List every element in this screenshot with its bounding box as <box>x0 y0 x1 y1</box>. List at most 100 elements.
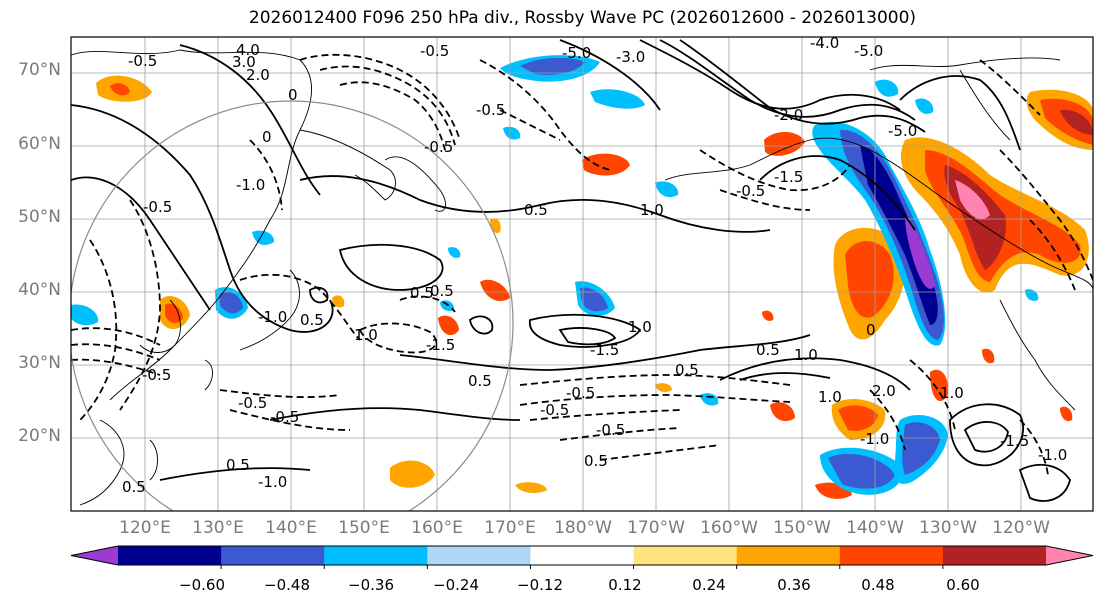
colorbar-box <box>221 546 325 565</box>
contour-label: -4.0 <box>810 34 839 52</box>
contour-label: 0.5 <box>756 341 780 359</box>
coastlines <box>71 49 1093 506</box>
shade-neg <box>71 304 99 326</box>
colorbar-tick: −0.36 <box>348 576 394 594</box>
colorbar-box <box>942 546 1047 565</box>
contour-label: 0.5 <box>410 284 434 302</box>
colorbar-tick: 0.36 <box>777 576 811 594</box>
contour-label: -3.0 <box>616 48 645 66</box>
shade-neg <box>590 89 645 109</box>
shade-neg <box>520 57 585 75</box>
lat-label: 30°N <box>18 353 61 373</box>
contour-label: -0.5 <box>566 384 595 402</box>
shade-pos <box>845 241 894 318</box>
colorbar-extend-min <box>71 546 118 565</box>
lon-label: 130°W <box>919 518 977 538</box>
shade-pos <box>770 402 795 422</box>
contour-label: -0.5 <box>270 408 299 426</box>
lon-label: 150°W <box>773 518 831 538</box>
lon-label: 130°E <box>192 518 244 538</box>
shade-neg <box>448 247 461 258</box>
colorbar-tick: −0.48 <box>264 576 310 594</box>
shade-neg <box>905 215 935 289</box>
contour-label: 0.5 <box>675 361 699 379</box>
shade-pos <box>165 303 183 324</box>
colorbar <box>70 545 1094 569</box>
lat-label: 40°N <box>18 280 61 300</box>
shade-pos <box>655 383 672 393</box>
shade-pos <box>762 310 774 321</box>
contour-label: 3.0 <box>232 53 256 71</box>
contour-label: 1.0 <box>818 388 842 406</box>
lon-label: 170°E <box>484 518 536 538</box>
lon-label: 140°W <box>846 518 904 538</box>
colorbar-tick: 0.12 <box>608 576 642 594</box>
colorbar-box <box>839 546 944 565</box>
lon-label: 120°W <box>992 518 1050 538</box>
contour-label: -0.5 <box>143 198 172 216</box>
contour-label: -0.5 <box>420 42 449 60</box>
contour-label: -1.0 <box>236 176 265 194</box>
contour-label: 4.0 <box>236 41 260 59</box>
lon-label: 150°E <box>338 518 390 538</box>
shade-neg <box>655 181 679 198</box>
colorbar-box <box>633 546 738 565</box>
divergence-contours <box>71 39 1071 502</box>
contour-label: -5.0 <box>562 44 591 62</box>
lat-label: 70°N <box>18 60 61 80</box>
shade-pos <box>1060 109 1093 135</box>
contour-label: -1.0 <box>1038 446 1067 464</box>
shade-neg <box>875 79 899 97</box>
contour-label: 0.5 <box>300 311 324 329</box>
contour-label: 2.0 <box>246 66 270 84</box>
contour-label: -0.5 <box>424 138 453 156</box>
lon-label: 160°E <box>411 518 463 538</box>
shade-pos <box>982 348 995 364</box>
contour-label: 0.5 <box>468 372 492 390</box>
shade-pos <box>955 180 990 220</box>
colorbar-box <box>118 546 222 565</box>
divergence-shading <box>71 55 1093 499</box>
colorbar-outline <box>70 545 1094 566</box>
shade-neg <box>828 454 895 489</box>
shade-pos <box>332 295 345 308</box>
graticule <box>71 37 1093 511</box>
shade-pos <box>438 315 459 336</box>
colorbar-box <box>427 546 531 565</box>
contour-label: 0.5 <box>524 201 548 219</box>
lon-label: 140°E <box>265 518 317 538</box>
contour-label: 1.0 <box>354 326 378 344</box>
shade-pos <box>1060 406 1073 422</box>
shade-pos <box>764 131 805 156</box>
contour-label: -1.5 <box>1000 432 1029 450</box>
contour-label: -1.5 <box>590 341 619 359</box>
contour-label: -5.0 <box>888 122 917 140</box>
shade-neg <box>915 98 934 114</box>
contour-labels: 4.0 3.0 2.0 0 0 -0.5 -1.0 0.5 1.0 -1.5 -… <box>122 34 1067 496</box>
colorbar-tick: −0.60 <box>179 576 225 594</box>
contour-label: 0.5 <box>584 452 608 470</box>
colorbar-box <box>324 546 428 565</box>
contour-label: -1.0 <box>258 308 287 326</box>
contour-label: -0.5 <box>540 401 569 419</box>
colorbar-tick: −0.24 <box>433 576 479 594</box>
contour-label: 1.0 <box>640 201 664 219</box>
colorbar-tick: −0.12 <box>517 576 563 594</box>
lon-label: 120°E <box>119 518 171 538</box>
map-frame <box>70 36 1094 512</box>
colorbar-tick: 0.60 <box>946 576 980 594</box>
contour-label: 1.0 <box>794 346 818 364</box>
contour-label: -1.0 <box>258 473 287 491</box>
shade-neg <box>220 291 243 314</box>
contour-label: -1.5 <box>426 336 455 354</box>
contour-label: -0.5 <box>596 421 625 439</box>
shade-neg <box>860 145 938 325</box>
shade-pos <box>838 405 878 431</box>
shade-pos <box>480 279 510 302</box>
colorbar-tick: 0.48 <box>861 576 895 594</box>
contour-label: 1.0 <box>628 318 652 336</box>
lon-label: 160°W <box>700 518 758 538</box>
shade-neg <box>580 287 608 312</box>
shade-pos <box>930 369 949 402</box>
